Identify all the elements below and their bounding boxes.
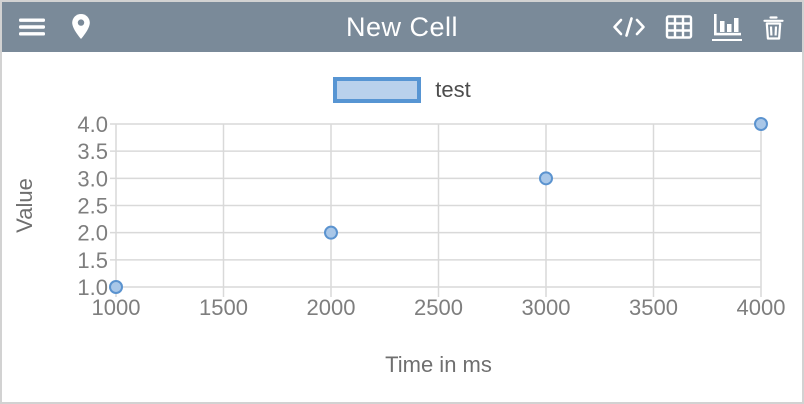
legend-swatch [333, 77, 422, 103]
table-icon[interactable] [665, 14, 693, 40]
x-tick-label: 2500 [414, 295, 463, 320]
y-tick-label: 3.0 [77, 166, 108, 191]
y-axis-label: Value [12, 178, 37, 233]
x-tick-label: 3500 [629, 295, 678, 320]
data-point [109, 280, 123, 294]
data-point [539, 171, 553, 186]
x-tick-label: 4000 [737, 295, 786, 320]
y-tick-label: 4.0 [77, 112, 108, 137]
location-pin-icon[interactable] [68, 13, 94, 41]
trash-icon[interactable] [761, 14, 786, 41]
y-tick-label: 1.5 [77, 248, 108, 273]
cell-header: New Cell [2, 2, 802, 52]
menu-icon[interactable] [18, 14, 46, 40]
chart-svg[interactable]: 1.01.52.02.5 3.03.54.0 1000 1500 2000 2500 300… [2, 103, 804, 404]
x-tick-label: 3000 [522, 295, 571, 320]
header-right-icons [612, 13, 786, 41]
data-point [324, 225, 338, 240]
code-icon[interactable] [612, 14, 646, 40]
x-axis-label: Time in ms [385, 352, 492, 377]
x-tick-label: 2000 [307, 295, 356, 320]
chart-icon[interactable] [712, 13, 742, 41]
header-left-icons [18, 13, 94, 41]
chart-area: 1.0 1.5 2.0 2.5 3.0 3.5 4.0 1000 1500 2000 2500 300… [2, 103, 804, 404]
x-tick-label: 1500 [199, 295, 248, 320]
x-tick-label: 1000 [92, 295, 141, 320]
legend-label: test [435, 77, 471, 102]
y-tick-label: 2.5 [77, 194, 108, 219]
y-tick-label: 1.0 [77, 275, 108, 300]
y-tick-label: 3.5 [77, 139, 108, 164]
page-title: New Cell [345, 11, 459, 42]
chart-legend: test [2, 77, 802, 103]
data-point [754, 117, 768, 131]
y-tick-label: 2.0 [77, 221, 108, 246]
